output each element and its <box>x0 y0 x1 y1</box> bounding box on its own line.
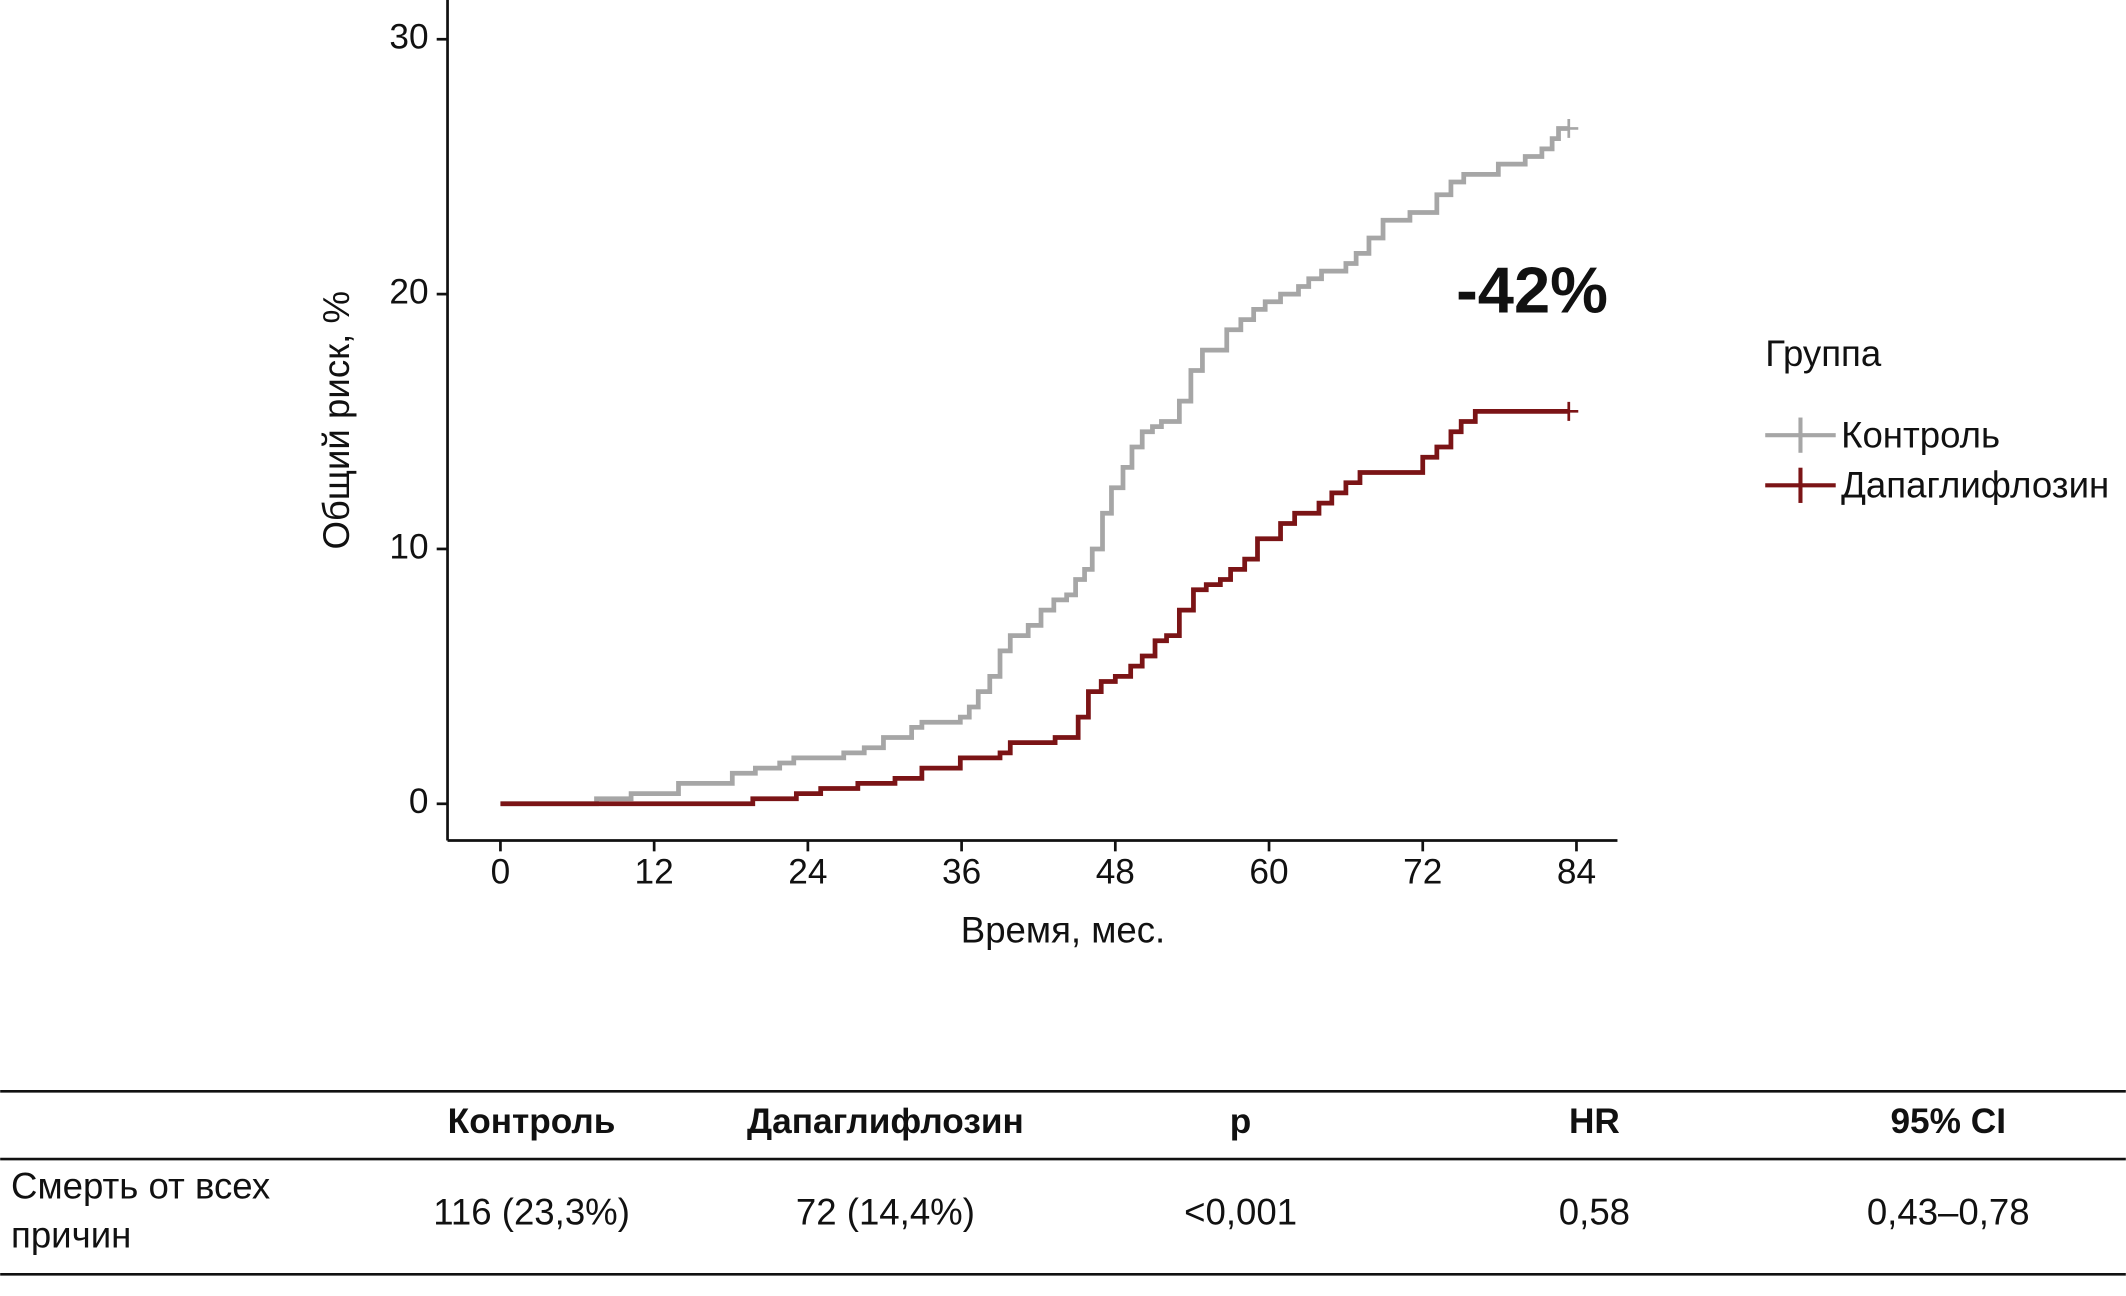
x-tick-label: 48 <box>1096 853 1135 892</box>
x-tick-label: 36 <box>942 853 981 892</box>
table-cell: 72 (14,4%) <box>796 1191 975 1232</box>
column-header: Дапаглифлозин <box>747 1102 1024 1141</box>
annotation: -42% <box>1456 254 1608 327</box>
table-cell: 0,43–0,78 <box>1867 1191 2030 1232</box>
x-tick-label: 72 <box>1403 853 1442 892</box>
legend-label: Контроль <box>1841 415 2000 456</box>
y-tick-label: 20 <box>389 272 428 311</box>
x-tick-label: 0 <box>491 853 511 892</box>
series-line <box>500 126 1569 807</box>
series-line <box>500 408 1569 807</box>
x-tick-label: 84 <box>1557 853 1596 892</box>
row-label: Смерть от всех <box>11 1166 270 1207</box>
y-tick-label: 30 <box>389 18 428 57</box>
table-cell: <0,001 <box>1184 1191 1297 1232</box>
table-cell: 116 (23,3%) <box>433 1191 630 1232</box>
y-tick-label: 10 <box>389 527 428 566</box>
x-tick-label: 60 <box>1249 853 1288 892</box>
y-axis-label: Общий риск, % <box>316 291 357 550</box>
legend-title: Группа <box>1765 333 1882 374</box>
column-header: HR <box>1569 1102 1620 1141</box>
table: Смерть от всех причин Контроль Дапаглифло… <box>0 1089 2126 1276</box>
censor-mark <box>1559 401 1579 421</box>
censor-mark <box>1559 118 1579 138</box>
column-header: 95% CI <box>1890 1102 2006 1141</box>
x-tick-label: 12 <box>635 853 674 892</box>
legend-label: Дапаглифлозин <box>1841 465 2109 506</box>
x-axis-label: Время, мес. <box>961 909 1165 950</box>
column-header: Контроль <box>448 1102 616 1141</box>
row-label: причин <box>11 1214 131 1255</box>
y-tick-label: 0 <box>409 782 429 821</box>
column-header: p <box>1230 1102 1252 1141</box>
table-cell: 0,58 <box>1559 1191 1630 1232</box>
x-tick-label: 24 <box>788 853 827 892</box>
